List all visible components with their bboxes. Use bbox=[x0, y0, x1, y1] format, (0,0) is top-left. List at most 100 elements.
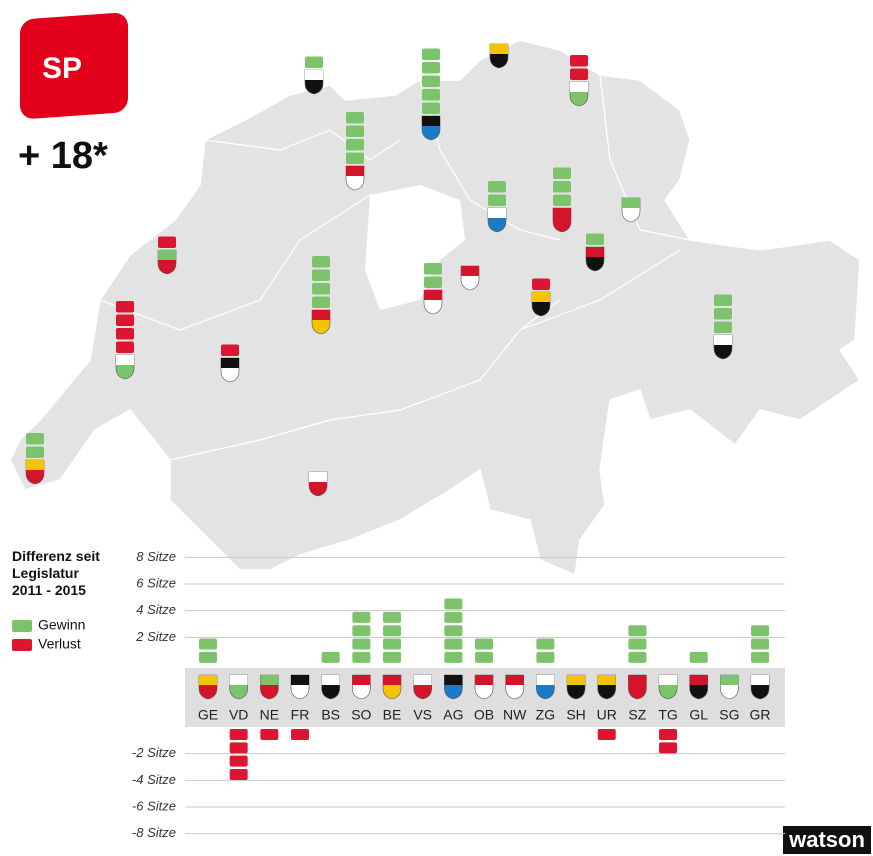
map-seat-block bbox=[346, 152, 364, 164]
legend-title: Differenz seit Legislatur 2011 - 2015 bbox=[12, 548, 100, 598]
canton-shield bbox=[531, 291, 551, 317]
shield-top bbox=[751, 675, 770, 685]
bar bbox=[659, 729, 678, 754]
y-tick-label: 2 Sitze bbox=[135, 629, 176, 644]
seat-block bbox=[536, 651, 555, 663]
x-tick-label: FR bbox=[291, 707, 310, 723]
map-seat-block bbox=[714, 308, 732, 320]
map-hole bbox=[365, 185, 465, 310]
seat-block bbox=[444, 638, 463, 650]
seat-block bbox=[444, 651, 463, 663]
seat-block bbox=[229, 755, 248, 767]
x-tick-label: GL bbox=[689, 707, 708, 723]
watermark-box bbox=[783, 826, 871, 854]
map-seat-block bbox=[422, 102, 440, 114]
map-marker bbox=[424, 263, 442, 288]
map-seat-block bbox=[158, 236, 176, 248]
map-seat-block bbox=[221, 344, 239, 356]
map-marker bbox=[312, 256, 330, 308]
total-change: + 18* bbox=[18, 135, 108, 177]
seat-block bbox=[444, 625, 463, 637]
canton-shield bbox=[308, 471, 328, 497]
shield-top bbox=[532, 292, 550, 302]
seat-block bbox=[536, 638, 555, 650]
shield-top bbox=[422, 116, 440, 126]
bar bbox=[260, 729, 279, 740]
canton-shield bbox=[290, 674, 310, 700]
map-seat-block bbox=[116, 301, 134, 313]
canton-shield bbox=[198, 674, 218, 700]
bar bbox=[321, 651, 340, 663]
canton-shield bbox=[157, 249, 177, 275]
map-marker bbox=[532, 278, 550, 290]
shield-top bbox=[720, 675, 739, 685]
y-tick-label: -6 Sitze bbox=[132, 798, 176, 813]
shield-top bbox=[622, 198, 640, 208]
canton-shield bbox=[487, 207, 507, 233]
map-borders bbox=[99, 74, 691, 461]
seat-block bbox=[291, 729, 310, 740]
seat-block bbox=[383, 638, 402, 650]
shield-top bbox=[505, 675, 524, 685]
canton-shield bbox=[621, 197, 641, 223]
seat-block bbox=[383, 625, 402, 637]
shield-top bbox=[158, 250, 176, 260]
map-seat-block bbox=[422, 75, 440, 87]
map-seat-block bbox=[488, 181, 506, 193]
canton-shield bbox=[444, 674, 463, 700]
seat-block bbox=[751, 651, 770, 663]
shield-top bbox=[229, 675, 248, 685]
bar bbox=[597, 729, 616, 740]
x-tick-label: GR bbox=[750, 707, 771, 723]
bar bbox=[536, 638, 555, 663]
shield-top bbox=[570, 82, 588, 92]
seat-block bbox=[352, 638, 371, 650]
map-marker bbox=[570, 55, 588, 80]
map-marker bbox=[116, 301, 134, 353]
map-marker bbox=[221, 344, 239, 356]
map-seat-block bbox=[553, 194, 571, 206]
x-tick-label: SO bbox=[351, 707, 371, 723]
shield-top bbox=[567, 675, 586, 685]
map-seat-block bbox=[553, 167, 571, 179]
x-tick-label: BS bbox=[321, 707, 340, 723]
bar bbox=[444, 598, 463, 663]
map-seat-block bbox=[570, 55, 588, 67]
map-marker bbox=[488, 181, 506, 206]
map-seat-block bbox=[422, 89, 440, 101]
seat-block bbox=[597, 729, 616, 740]
map-marker bbox=[26, 433, 44, 458]
watermark: watson bbox=[788, 827, 865, 852]
shield-top bbox=[424, 290, 442, 300]
seat-block bbox=[260, 729, 279, 740]
map-seat-block bbox=[312, 296, 330, 308]
canton-shield bbox=[569, 81, 589, 107]
seat-block bbox=[321, 651, 340, 663]
x-tick-label: NE bbox=[260, 707, 279, 723]
canton-shield bbox=[311, 309, 331, 335]
x-tick-label: NW bbox=[503, 707, 527, 723]
map-marker bbox=[346, 112, 364, 164]
shield-top bbox=[586, 247, 604, 257]
shield-top bbox=[714, 335, 732, 345]
canton-shield bbox=[720, 674, 739, 700]
shield-top bbox=[221, 358, 239, 368]
seat-block bbox=[475, 638, 494, 650]
y-tick-label: 8 Sitze bbox=[136, 549, 176, 564]
x-tick-label: GE bbox=[198, 707, 218, 723]
canton-shield bbox=[713, 334, 733, 360]
x-tick-label: BE bbox=[383, 707, 402, 723]
shield-top bbox=[346, 166, 364, 176]
map-seat-block bbox=[305, 56, 323, 68]
seat-block bbox=[628, 625, 647, 637]
bar bbox=[199, 638, 217, 663]
map-marker bbox=[714, 294, 732, 333]
map-seat-block bbox=[553, 181, 571, 193]
x-tick-label: SZ bbox=[628, 707, 646, 723]
map-seat-block bbox=[116, 328, 134, 340]
y-tick-label: 4 Sitze bbox=[136, 602, 176, 617]
map-seat-block bbox=[424, 263, 442, 275]
map-seat-block bbox=[422, 62, 440, 74]
